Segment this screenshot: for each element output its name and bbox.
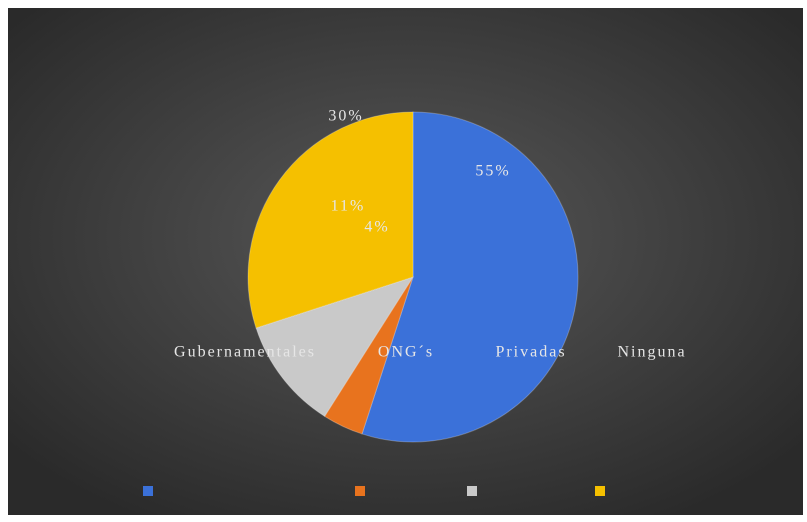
pie-slice — [361, 111, 579, 443]
data-label: 4% — [364, 219, 389, 236]
pie-slice — [247, 111, 414, 329]
legend-label: Ninguna — [617, 344, 686, 361]
data-label: 55% — [475, 163, 510, 180]
legend-marker — [467, 486, 477, 496]
legend-marker — [355, 486, 365, 496]
legend-marker — [143, 486, 153, 496]
legend-marker — [595, 486, 605, 496]
pie-slice — [323, 276, 414, 435]
pie-slice — [255, 276, 415, 418]
legend-label: Privadas — [495, 344, 566, 361]
data-label: 11% — [331, 198, 366, 215]
data-label: 30% — [328, 108, 363, 125]
legend-label: ONG´s — [378, 344, 434, 361]
legend-label: Gubernamentales — [174, 344, 316, 361]
